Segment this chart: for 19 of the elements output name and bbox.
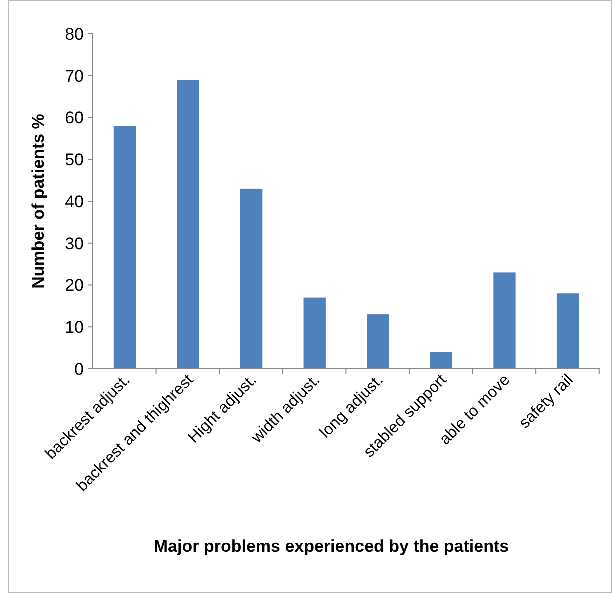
y-tick-label: 50: [65, 150, 84, 170]
bar: [240, 188, 263, 369]
bar: [367, 314, 390, 369]
y-tick-label: 80: [65, 24, 84, 44]
y-tick-label: 20: [65, 276, 84, 296]
bar: [556, 294, 580, 369]
bar: [430, 352, 453, 369]
y-tick-label: 10: [65, 318, 84, 338]
y-tick-label: 70: [65, 66, 84, 86]
bar: [494, 272, 516, 369]
y-tick-label: 0: [74, 360, 84, 379]
y-tick-label: 60: [65, 108, 84, 128]
bar: [177, 80, 200, 369]
bar: [304, 298, 326, 369]
y-tick-label: 40: [65, 192, 84, 212]
y-axis-title: Number of patients %: [29, 114, 48, 289]
bar: [114, 126, 136, 369]
x-axis-title: Major problems experienced by the patients: [154, 537, 510, 556]
y-tick-label: 30: [65, 234, 84, 254]
